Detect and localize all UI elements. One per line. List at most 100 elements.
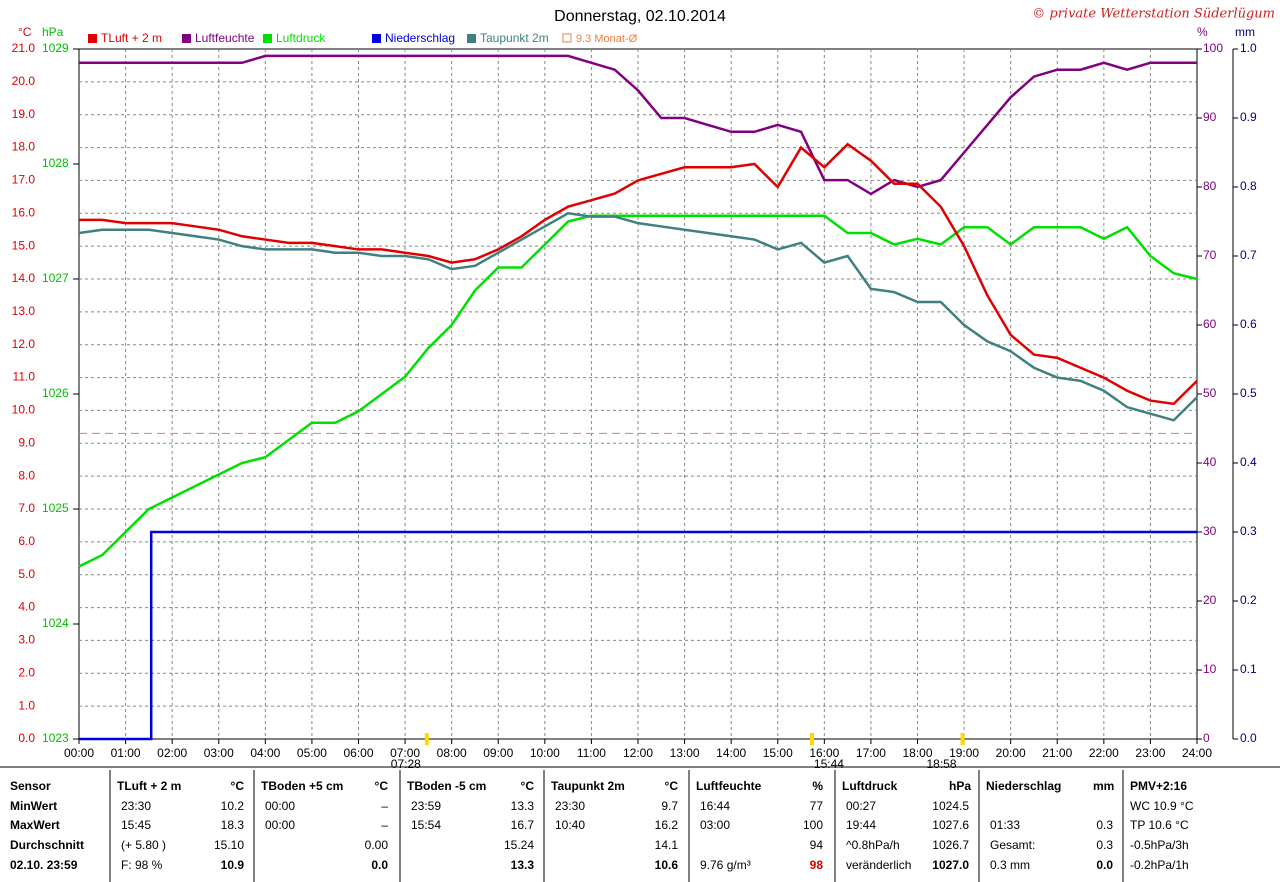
y-tick-label: 15.0	[12, 238, 36, 252]
table-cell: Niederschlag	[986, 779, 1062, 793]
legend-label: Luftdruck	[276, 31, 326, 45]
y-tick-label: 10.0	[12, 403, 36, 417]
y2-tick-label: 1024	[42, 616, 69, 630]
copyright: © private Wetterstation Süderlügum	[1032, 7, 1275, 22]
x-tick-label: 23:00	[1135, 746, 1165, 760]
table-cell: WC 10.9 °C	[1130, 799, 1194, 813]
table-cell: 0.3	[1096, 838, 1113, 852]
table-cell: 03:00	[700, 818, 731, 832]
y4-tick-label: 1.0	[1240, 41, 1257, 55]
x-tick-label: 12:00	[623, 746, 653, 760]
y3-tick-label: 80	[1203, 179, 1217, 193]
table-cell: 16.2	[654, 818, 678, 832]
table-cell: 100	[802, 818, 823, 832]
table-cell: 1024.5	[932, 799, 969, 813]
table-cell: 15.10	[213, 838, 244, 852]
table-cell: 0.3 mm	[990, 858, 1031, 872]
y3-axis-unit: %	[1197, 25, 1208, 39]
legend-swatch	[562, 33, 572, 43]
y3-tick-label: 0	[1203, 731, 1210, 745]
legend-label: Niederschlag	[385, 31, 455, 45]
x-tick-label: 16:00	[809, 746, 839, 760]
x-tick-label: 18:00	[902, 746, 932, 760]
y4-tick-label: 0.3	[1240, 524, 1257, 538]
y4-tick-label: 0.9	[1240, 110, 1257, 124]
table-cell: TP 10.6 °C	[1130, 818, 1189, 832]
table-cell: –	[381, 818, 388, 832]
y4-tick-label: 0.4	[1240, 455, 1257, 469]
table-cell: 18.3	[220, 818, 244, 832]
y-tick-label: 18.0	[12, 140, 36, 154]
table-cell: 10.2	[220, 799, 244, 813]
legend-label: Luftfeuchte	[195, 31, 255, 45]
table-cell: 1027.0	[932, 858, 969, 872]
y4-tick-label: 0.7	[1240, 248, 1257, 262]
y4-tick-label: 0.5	[1240, 386, 1257, 400]
table-cell: Sensor	[10, 779, 51, 793]
table-cell: 01:33	[990, 818, 1021, 832]
x-tick-label: 06:00	[343, 746, 373, 760]
y-tick-label: 0.0	[18, 731, 35, 745]
annotation-label: 15:44	[814, 757, 844, 771]
legend-label: TLuft + 2 m	[101, 31, 162, 45]
table-cell: 0.3	[1096, 818, 1113, 832]
table-cell: 00:00	[265, 818, 296, 832]
table-cell: 13.3	[510, 858, 534, 872]
table-cell: mm	[1093, 779, 1115, 793]
table-cell: 14.1	[654, 838, 678, 852]
x-tick-label: 17:00	[856, 746, 886, 760]
table-cell: F: 98 %	[121, 858, 163, 872]
table-cell: veränderlich	[846, 858, 912, 872]
table-cell: (+ 5.80 )	[121, 838, 167, 852]
table-cell: 15:54	[411, 818, 442, 832]
x-tick-label: 05:00	[297, 746, 327, 760]
table-cell: 1027.6	[932, 818, 969, 832]
x-tick-label: 15:00	[763, 746, 793, 760]
x-tick-label: 03:00	[204, 746, 234, 760]
y-tick-label: 16.0	[12, 205, 36, 219]
y-tick-label: 21.0	[12, 41, 36, 55]
y-tick-label: 11.0	[13, 370, 36, 384]
table-cell: 00:27	[846, 799, 877, 813]
y3-tick-label: 70	[1203, 248, 1217, 262]
table-cell: 0.00	[364, 838, 388, 852]
y-tick-label: 17.0	[12, 173, 36, 187]
table-cell: -0.2hPa/1h	[1130, 858, 1189, 872]
table-cell: 0.0	[1096, 858, 1113, 872]
y3-tick-label: 90	[1203, 110, 1217, 124]
table-cell: TBoden +5 cm	[261, 779, 344, 793]
table-cell: 9.7	[661, 799, 678, 813]
annotation-marker	[809, 733, 814, 745]
y-tick-label: 1.0	[18, 698, 35, 712]
y3-tick-label: 60	[1203, 317, 1217, 331]
table-cell: MaxWert	[10, 818, 60, 832]
series-line	[78, 211, 1198, 422]
legend-swatch	[182, 34, 191, 43]
y2-tick-label: 1029	[42, 41, 69, 55]
y-tick-label: 20.0	[12, 74, 36, 88]
legend-label: Taupunkt 2m	[480, 31, 549, 45]
legend-swatch	[467, 34, 476, 43]
table-cell: Taupunkt 2m	[551, 779, 625, 793]
x-tick-label: 02:00	[157, 746, 187, 760]
table-cell: 94	[809, 838, 823, 852]
y2-tick-label: 1026	[42, 386, 69, 400]
y-tick-label: 14.0	[12, 271, 36, 285]
x-tick-label: 00:00	[64, 746, 94, 760]
table-cell: 10.6	[654, 858, 678, 872]
table-cell: TLuft + 2 m	[117, 779, 182, 793]
table-cell: 0.0	[371, 858, 388, 872]
y2-axis-unit: hPa	[42, 25, 64, 39]
x-tick-label: 11:00	[577, 746, 606, 760]
table-cell: 77	[809, 799, 823, 813]
annotation-label: 18:58	[927, 757, 957, 771]
table-cell: 19:44	[846, 818, 877, 832]
series-line	[79, 530, 1197, 741]
table-cell: °C	[664, 779, 678, 793]
table-cell: 23:30	[121, 799, 152, 813]
table-cell: 9.76 g/m³	[700, 858, 751, 872]
table-cell: 16.7	[510, 818, 534, 832]
table-cell: –	[381, 799, 388, 813]
annotation-marker	[424, 733, 429, 745]
y-tick-label: 5.0	[18, 567, 35, 581]
